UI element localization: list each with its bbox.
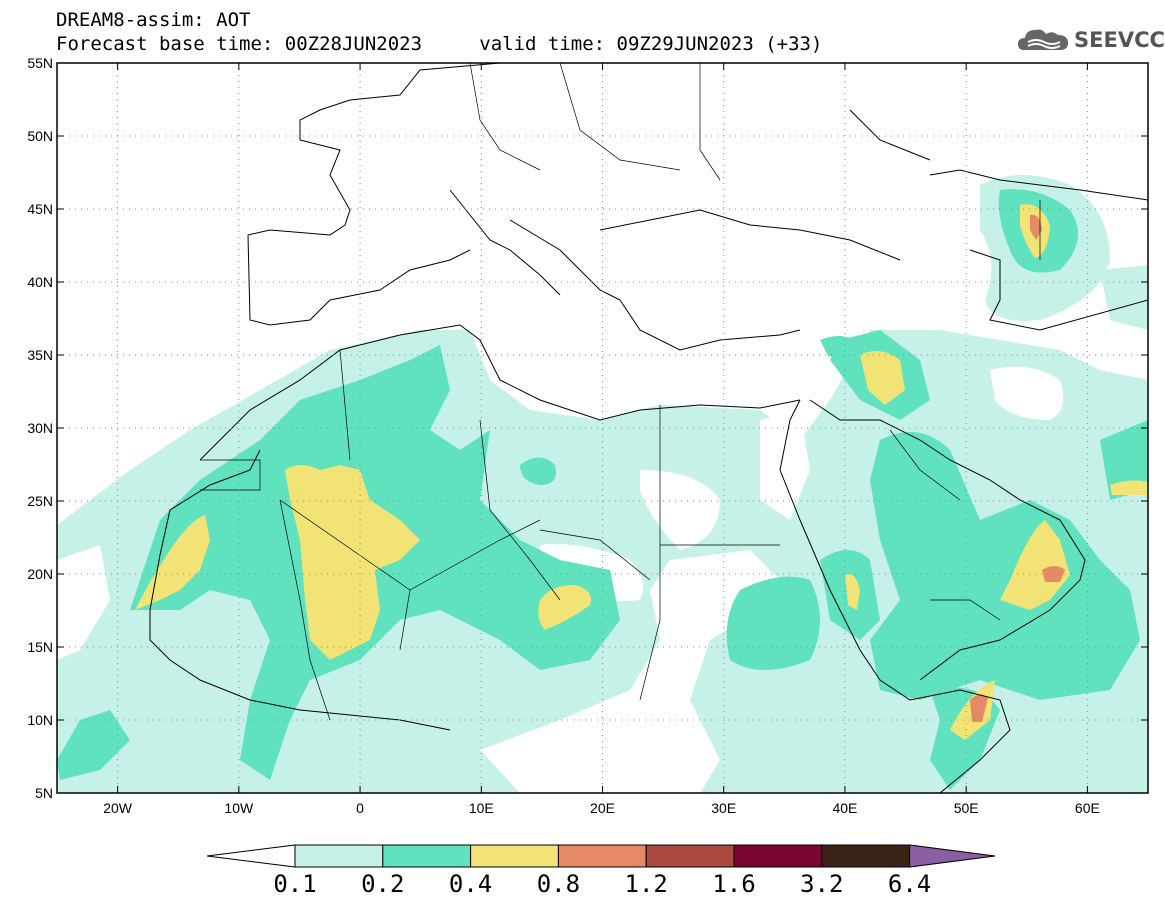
lat-tick-label: 25N <box>27 493 53 509</box>
colorbar-level-label: 3.2 <box>800 870 844 898</box>
colorbar-level-label: 0.4 <box>448 870 493 898</box>
map-title: DREAM8-assim: AOT <box>56 9 251 31</box>
lon-tick-label: 20W <box>103 800 133 816</box>
seevccc-logo: SEEVCCC <box>1016 24 1165 56</box>
country-borders <box>200 63 1041 721</box>
axis-ticks: 20W 10W 0 10E 20E 30E 40E 50E 60E 55N 50N 45N 40N 35N… <box>27 55 1148 816</box>
colorbar-level-label: 0.1 <box>273 870 317 898</box>
lat-tick-label: 20N <box>27 566 53 582</box>
colorbar-max-arrow <box>909 844 996 868</box>
colorbar-level-label: 0.2 <box>361 870 405 898</box>
colorbar-level-label: 0.8 <box>536 870 581 898</box>
colorbar-segment <box>470 844 559 868</box>
forecast-time-line: Forecast base time: 00Z28JUN2023 valid t… <box>56 34 822 54</box>
lat-tick-label: 50N <box>27 128 53 144</box>
colorbar-segment <box>733 844 823 868</box>
colorbar <box>206 844 996 868</box>
lat-tick-label: 30N <box>27 420 53 436</box>
lon-tick-label: 60E <box>1075 800 1100 816</box>
colorbar-segment <box>557 844 647 868</box>
colorbar-segment <box>821 844 911 868</box>
colorbar-segment <box>645 844 735 868</box>
colorbar-level-label: 6.4 <box>887 870 932 898</box>
colorbar-level-label: 1.6 <box>712 870 756 898</box>
cloud-icon <box>1018 29 1068 50</box>
colorbar-level-label: 1.2 <box>624 870 668 898</box>
lon-tick-label: 10W <box>224 800 254 816</box>
lon-tick-label: 10E <box>469 800 494 816</box>
lat-tick-label: 5N <box>35 785 53 801</box>
colorbar-min-arrow <box>206 844 296 868</box>
coastlines <box>149 63 1148 793</box>
lat-tick-label: 35N <box>27 347 53 363</box>
lat-tick-label: 10N <box>27 712 53 728</box>
lon-tick-label: 50E <box>954 800 979 816</box>
valid-time-label: valid time: 09Z29JUN2023 (+33) <box>479 33 823 55</box>
lat-tick-label: 40N <box>27 274 53 290</box>
lat-tick-label: 55N <box>27 55 53 71</box>
colorbar-segment <box>294 844 384 868</box>
lat-tick-label: 45N <box>27 201 53 217</box>
lon-tick-label: 0 <box>356 800 364 816</box>
logo-text: SEEVCCC <box>1074 28 1165 52</box>
lon-tick-label: 20E <box>590 800 615 816</box>
lon-tick-label: 30E <box>711 800 736 816</box>
colorbar-segment <box>382 844 472 868</box>
aot-layer-0.8 <box>970 214 1065 722</box>
base-time-label: Forecast base time: 00Z28JUN2023 <box>56 33 423 55</box>
lat-tick-label: 15N <box>27 639 53 655</box>
lon-tick-label: 40E <box>832 800 857 816</box>
